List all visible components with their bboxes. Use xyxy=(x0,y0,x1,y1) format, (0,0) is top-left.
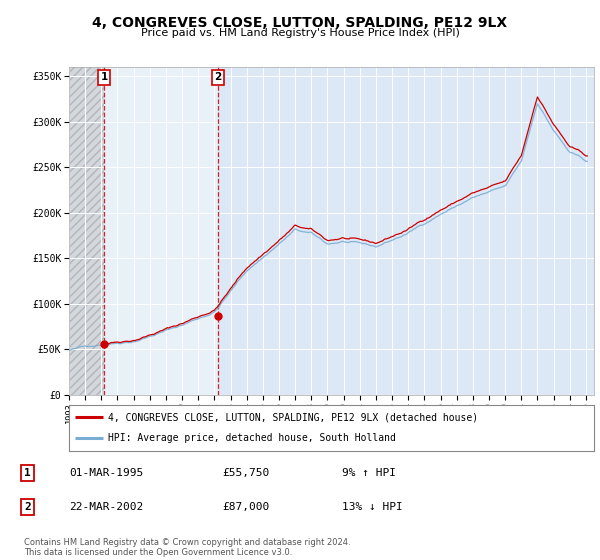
Text: 4, CONGREVES CLOSE, LUTTON, SPALDING, PE12 9LX: 4, CONGREVES CLOSE, LUTTON, SPALDING, PE… xyxy=(92,16,508,30)
Text: 22-MAR-2002: 22-MAR-2002 xyxy=(69,502,143,512)
Bar xyxy=(69,67,104,395)
Text: HPI: Average price, detached house, South Holland: HPI: Average price, detached house, Sout… xyxy=(109,433,396,444)
Text: 2: 2 xyxy=(24,502,31,512)
Text: 2: 2 xyxy=(214,72,221,82)
Text: 1: 1 xyxy=(24,468,31,478)
Text: Contains HM Land Registry data © Crown copyright and database right 2024.
This d: Contains HM Land Registry data © Crown c… xyxy=(24,538,350,557)
Text: 9% ↑ HPI: 9% ↑ HPI xyxy=(342,468,396,478)
Text: 4, CONGREVES CLOSE, LUTTON, SPALDING, PE12 9LX (detached house): 4, CONGREVES CLOSE, LUTTON, SPALDING, PE… xyxy=(109,412,479,422)
Text: 01-MAR-1995: 01-MAR-1995 xyxy=(69,468,143,478)
Bar xyxy=(104,67,218,395)
Text: £87,000: £87,000 xyxy=(222,502,269,512)
Text: 13% ↓ HPI: 13% ↓ HPI xyxy=(342,502,403,512)
Text: Price paid vs. HM Land Registry's House Price Index (HPI): Price paid vs. HM Land Registry's House … xyxy=(140,28,460,38)
Text: £55,750: £55,750 xyxy=(222,468,269,478)
Text: 1: 1 xyxy=(100,72,107,82)
